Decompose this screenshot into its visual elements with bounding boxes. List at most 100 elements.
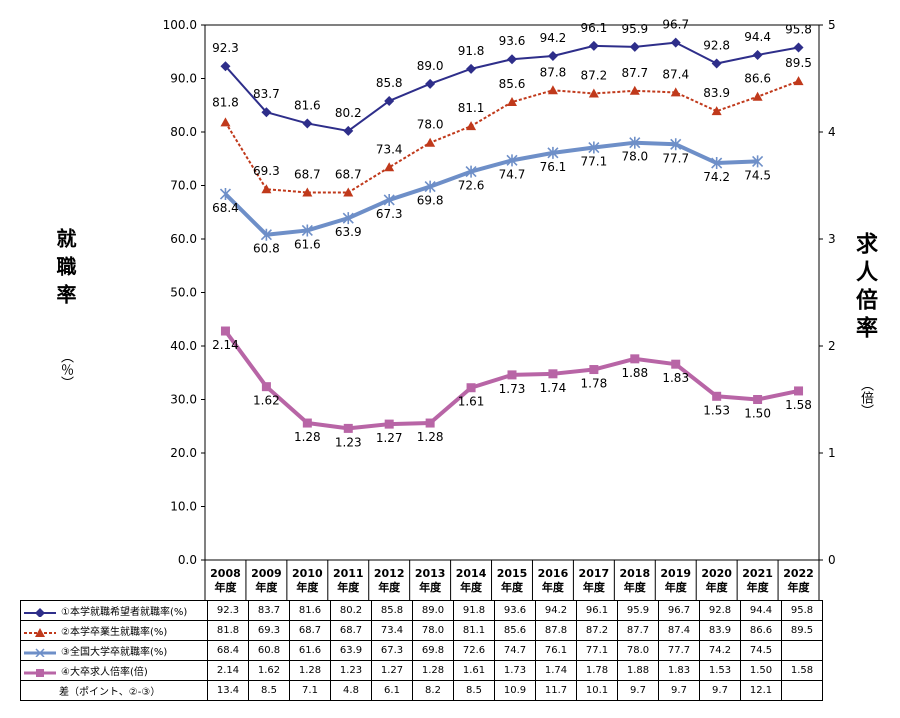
series-1-data-label: 81.6 [294, 98, 321, 112]
y-axis-unit-right: （倍） [858, 378, 873, 417]
x-tick-label: 年度 [788, 580, 811, 594]
series-2-point [384, 162, 395, 172]
series-2-point [711, 106, 722, 116]
table-cell: 74.2 [699, 640, 741, 661]
series-1-point [507, 54, 517, 65]
series-1-data-label: 92.8 [703, 39, 730, 53]
table-cell: 10.1 [576, 680, 618, 701]
series-1-point [384, 95, 395, 106]
y-tick-label-right: 5 [828, 18, 836, 32]
table-cell: 87.8 [535, 620, 577, 641]
series-1-point [752, 49, 763, 60]
table-cell: 89.0 [412, 600, 454, 621]
y-tick-label-left: 40.0 [170, 339, 197, 353]
table-cell: 85.6 [494, 620, 536, 641]
series-4-data-label: 1.27 [376, 431, 403, 445]
x-tick-label: 2009 [251, 567, 282, 580]
series-1-data-label: 83.7 [253, 87, 280, 101]
table-cell: 87.7 [617, 620, 659, 641]
series-1-data-label: 93.6 [499, 34, 526, 48]
series-2-data-label: 86.6 [744, 72, 771, 86]
table-row-label: ①本学就職希望者就職率(%) [61, 607, 188, 618]
x-tick-label: 年度 [460, 580, 483, 594]
table-cell: 89.5 [781, 620, 823, 641]
table-cell: 87.2 [576, 620, 618, 641]
table-cell: 1.73 [494, 660, 536, 681]
series-1-data-label: 95.8 [785, 22, 812, 36]
series-4-point [466, 383, 476, 393]
series-4-point [220, 326, 230, 336]
table-cell: 4.8 [330, 680, 372, 701]
series-4-point [507, 370, 517, 380]
series-2-data-label: 87.7 [621, 66, 648, 80]
series-4-point [384, 419, 394, 429]
table-cell: 72.6 [453, 640, 495, 661]
y-tick-label-right: 2 [828, 339, 836, 353]
table-cell [781, 640, 823, 661]
table-cell: 6.1 [371, 680, 413, 701]
y-axis-title-right: 求人倍率 [852, 232, 877, 344]
table-cell: 68.7 [330, 620, 372, 641]
y-tick-label-right: 0 [828, 553, 836, 567]
table-cell: 68.7 [289, 620, 331, 641]
table-cell: 1.58 [781, 660, 823, 681]
series-4-data-label: 1.28 [294, 430, 321, 444]
series-3-point [629, 136, 641, 149]
table-cell: 1.88 [617, 660, 659, 681]
table-row: ③全国大学卒就職率(%) 68.4 60.8 61.6 63.9 67.3 69.8 72.6… [20, 640, 823, 661]
series-1-point [220, 61, 231, 72]
table-row: ④大卒求人倍率(倍) 2.14 1.62 1.28 1.23 1.27 1.28 1.61 1.… [20, 660, 823, 681]
table-cell: 77.1 [576, 640, 618, 661]
table-row: ②本学卒業生就職率(%) 81.8 69.3 68.7 68.7 73.4 78.0 81.1… [20, 620, 823, 641]
table-cell: 69.8 [412, 640, 454, 661]
series-3-point [301, 224, 313, 237]
series-4-point [425, 418, 435, 428]
x-tick-label: 年度 [501, 580, 524, 594]
y-tick-label-left: 70.0 [170, 179, 197, 193]
series-2-data-label: 85.6 [499, 77, 526, 91]
table-cell: 1.62 [248, 660, 290, 681]
series-1-point [425, 78, 436, 89]
table-cell: 1.78 [576, 660, 618, 681]
series-3-data-label: 67.3 [376, 207, 403, 221]
series-2-point [343, 187, 354, 197]
x-tick-label: 年度 [214, 580, 237, 594]
series-4-data-label: 1.58 [785, 398, 812, 412]
series-3-data-label: 77.1 [581, 155, 608, 169]
table-cell: 1.23 [330, 660, 372, 681]
series-4-point [630, 354, 640, 364]
table-cell: 1.50 [740, 660, 782, 681]
series-4-point [302, 418, 312, 428]
series-1-point [629, 41, 640, 52]
series-2-data-label: 83.9 [703, 86, 730, 100]
table-cell: 12.1 [740, 680, 782, 701]
table-cell: 11.7 [535, 680, 577, 701]
series-3-data-label: 74.2 [703, 170, 730, 184]
series-2-point [629, 85, 640, 95]
x-tick-label: 2012 [374, 567, 405, 580]
series-4-point [343, 423, 353, 433]
table-cell: 2.14 [207, 660, 249, 681]
series-1-data-label: 85.8 [376, 76, 403, 90]
table-cell: 73.4 [371, 620, 413, 641]
x-tick-label: 年度 [665, 580, 688, 594]
series-3-point [670, 138, 682, 151]
series-3-data-label: 74.5 [744, 168, 771, 182]
table-cell: 81.1 [453, 620, 495, 641]
table-cell: 9.7 [617, 680, 659, 701]
x-tick-label: 2021 [742, 567, 773, 580]
legend-key-1 [24, 608, 56, 617]
table-cell [781, 680, 823, 701]
table-cell: 78.0 [412, 620, 454, 641]
series-3-point [465, 165, 477, 178]
table-cell: 63.9 [330, 640, 372, 661]
table-cell: 92.8 [699, 600, 741, 621]
y-tick-label-left: 10.0 [170, 500, 197, 514]
y-tick-label-left: 30.0 [170, 393, 197, 407]
x-tick-label: 年度 [542, 580, 565, 594]
series-3-data-label: 68.4 [212, 201, 239, 215]
table-cell: 9.7 [699, 680, 741, 701]
table-cell: 76.1 [535, 640, 577, 661]
table-row-header: ①本学就職希望者就職率(%) [20, 600, 208, 621]
series-4-data-label: 1.28 [417, 430, 444, 444]
